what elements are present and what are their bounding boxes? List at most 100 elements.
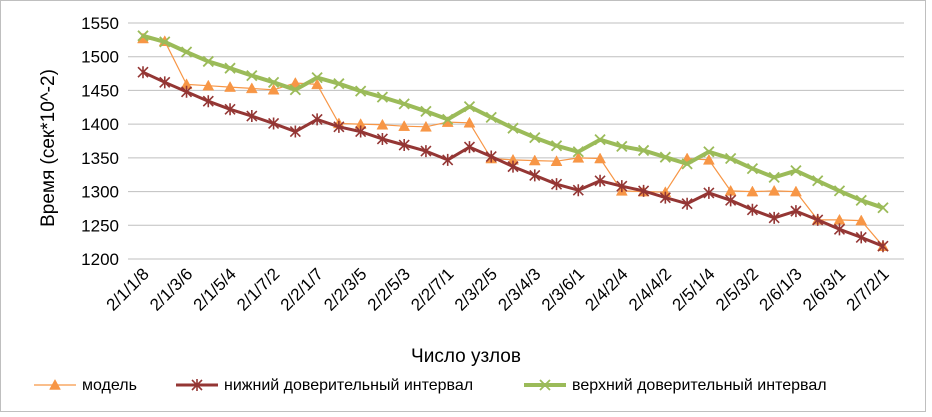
data-point	[202, 95, 214, 108]
data-point	[507, 160, 519, 173]
data-point	[637, 144, 650, 157]
data-point	[529, 169, 541, 182]
data-point	[746, 185, 759, 197]
y-axis-ticks: 1200 1250 1300 1350 1400 1450 1500 1550	[81, 14, 119, 269]
data-point	[246, 69, 258, 82]
data-point	[855, 231, 867, 244]
data-point	[202, 79, 215, 91]
data-point	[420, 105, 432, 117]
data-point	[267, 83, 280, 95]
data-point	[180, 85, 193, 98]
x-axis-title: Число узлов	[411, 346, 521, 367]
data-point	[289, 84, 301, 96]
data-point	[420, 120, 432, 132]
legend: модель нижний доверительный интервал верхн…	[34, 377, 827, 394]
series-group	[137, 30, 889, 253]
series-1	[137, 66, 889, 253]
legend-marker	[191, 379, 203, 391]
data-point	[246, 110, 258, 123]
data-point	[355, 85, 367, 97]
data-point	[550, 178, 563, 191]
data-point	[659, 191, 671, 204]
data-point	[463, 100, 476, 113]
data-point	[224, 81, 236, 92]
data-point	[812, 213, 824, 226]
y-tick-label: 1250	[81, 216, 119, 235]
data-point	[725, 194, 737, 207]
data-point	[463, 141, 476, 154]
data-point	[790, 165, 802, 177]
y-tick-label: 1500	[81, 48, 119, 67]
data-point	[833, 185, 846, 197]
data-point	[638, 184, 650, 197]
data-point	[224, 62, 236, 74]
data-point	[572, 146, 584, 158]
y-tick-label: 1550	[81, 14, 119, 33]
legend-item: верхний доверительный интервал	[524, 377, 827, 394]
data-point	[180, 46, 193, 58]
data-point	[376, 91, 389, 103]
y-tick-label: 1400	[81, 115, 119, 134]
data-point	[594, 152, 606, 164]
y-tick-label: 1200	[81, 250, 119, 269]
data-point	[355, 125, 367, 138]
data-point	[572, 184, 584, 197]
y-tick-label: 1450	[81, 81, 119, 100]
data-point	[159, 36, 171, 48]
data-point	[507, 122, 519, 134]
data-point	[398, 120, 411, 131]
data-point	[245, 82, 258, 94]
data-point	[746, 163, 759, 175]
data-point	[333, 78, 345, 90]
data-point	[137, 66, 149, 79]
data-point	[442, 153, 454, 166]
data-point	[159, 76, 171, 89]
data-point	[594, 174, 606, 187]
data-point	[268, 117, 280, 130]
data-point	[703, 146, 715, 158]
data-point	[267, 76, 280, 88]
data-point	[529, 131, 541, 144]
data-point	[572, 151, 585, 163]
data-point	[311, 71, 323, 84]
data-point	[485, 111, 497, 124]
data-point	[376, 118, 389, 130]
data-point	[746, 203, 758, 216]
data-point	[790, 185, 802, 197]
data-point	[485, 150, 497, 163]
data-point	[877, 240, 889, 253]
data-point	[725, 152, 737, 165]
data-point	[681, 158, 693, 170]
data-point	[442, 113, 454, 126]
data-point	[768, 184, 781, 196]
legend-marker	[49, 378, 61, 390]
data-point	[398, 98, 410, 110]
legend-label: нижний доверительный интервал	[224, 377, 473, 394]
data-point	[790, 205, 802, 218]
data-point	[528, 154, 541, 166]
data-point	[420, 145, 432, 158]
y-tick-label: 1350	[81, 149, 119, 168]
data-point	[289, 125, 301, 138]
y-axis-title: Время (сек*10^-2)	[38, 69, 59, 227]
data-point	[812, 175, 824, 187]
series-2	[137, 30, 889, 214]
data-point	[550, 155, 563, 166]
data-point	[855, 214, 868, 226]
data-point	[311, 113, 323, 126]
legend-label: верхний доверительный интервал	[572, 377, 827, 394]
data-point	[333, 120, 345, 133]
data-point	[703, 186, 715, 199]
legend-item: нижний доверительный интервал	[176, 377, 473, 394]
legend-item: модель	[34, 377, 137, 394]
data-point	[463, 116, 476, 128]
data-point	[550, 140, 563, 152]
data-point	[616, 140, 628, 153]
data-point	[768, 211, 780, 224]
data-point	[289, 76, 302, 88]
data-point	[311, 78, 324, 90]
legend-label: модель	[82, 377, 137, 394]
